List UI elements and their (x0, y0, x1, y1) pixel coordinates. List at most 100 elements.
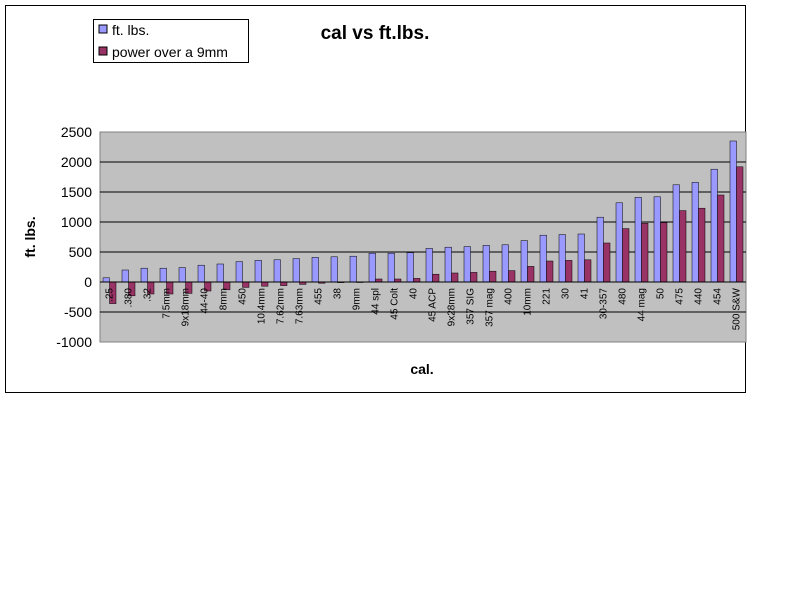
bar-power (280, 281, 288, 286)
category-label: 10.4mm (257, 288, 268, 324)
bar-ft-lbs (577, 233, 585, 283)
x-axis-title: cal. (410, 361, 433, 377)
category-label: 30-357 (599, 288, 610, 320)
y-axis-title: ft. lbs. (22, 216, 38, 257)
y-tick-label: 2500 (61, 124, 92, 140)
category-label: 221 (542, 288, 553, 305)
bar-power (641, 222, 649, 283)
bar-power (413, 278, 421, 283)
category-label: 475 (675, 288, 686, 305)
category-label: 38 (333, 288, 344, 300)
category-label: 41 (580, 288, 591, 300)
legend-label-power: power over a 9mm (112, 44, 228, 60)
bar-ft-lbs (216, 263, 224, 283)
category-label: 9mm (352, 288, 363, 310)
category-label: 9x28mm (447, 288, 458, 326)
bar-ft-lbs (368, 252, 376, 283)
bar-power (261, 281, 269, 287)
category-label: 44 spl (371, 288, 382, 315)
bar-ft-lbs (406, 252, 414, 283)
category-label: .25 (105, 288, 116, 302)
category-label: .32 (143, 288, 154, 302)
bar-power (451, 272, 459, 283)
category-label: 450 (238, 288, 249, 305)
category-label: 454 (713, 288, 724, 305)
bar-ft-lbs (539, 234, 547, 283)
y-tick-label: 0 (84, 274, 92, 290)
y-tick-label: 1000 (61, 214, 92, 230)
legend-label-ft-lbs: ft. lbs. (112, 22, 149, 38)
bars (102, 140, 744, 304)
bar-ft-lbs (520, 240, 528, 283)
bar-power (603, 242, 611, 283)
legend: ft. lbs. power over a 9mm (93, 19, 249, 63)
bar-ft-lbs (292, 258, 300, 283)
category-label: 357 mag (485, 288, 496, 327)
category-label: 9x18mm (181, 288, 192, 326)
bar-power (242, 281, 250, 288)
category-label: 400 (504, 288, 515, 305)
category-label: 30 (561, 288, 572, 300)
category-label: 7.62mm (276, 288, 287, 324)
bar-ft-lbs (691, 182, 699, 283)
category-label: 440 (694, 288, 705, 305)
bar-ft-lbs (729, 140, 737, 283)
y-tick-label: 1500 (61, 184, 92, 200)
plot-area (99, 131, 747, 343)
bar-ft-lbs (273, 259, 281, 283)
y-tick-label: 2000 (61, 154, 92, 170)
bar-ft-lbs (197, 264, 205, 283)
bar-ft-lbs (330, 256, 338, 283)
bar-ft-lbs (425, 248, 433, 283)
category-label: 500 S&W (732, 287, 743, 330)
bar-ft-lbs (482, 245, 490, 283)
bar-ft-lbs (653, 196, 661, 283)
category-label: 357 SIG (466, 288, 477, 325)
bar-power (717, 194, 725, 283)
category-labels: .25 .380 .32 7.5mm 9x18mm 44-40 8mm 450 10.4mm 7.… (105, 287, 743, 330)
category-label: 44-40 (200, 288, 211, 314)
bar-ft-lbs (254, 260, 262, 283)
y-tick-label: 500 (69, 244, 93, 260)
bar-ft-lbs (444, 246, 452, 283)
category-label: 7.5mm (162, 288, 173, 319)
bar-ft-lbs (178, 267, 186, 283)
category-label: 45 Colt (390, 288, 401, 320)
bar-power (622, 228, 630, 283)
category-label: 50 (656, 288, 667, 300)
bar-ft-lbs (102, 277, 110, 283)
bar-ft-lbs (558, 234, 566, 283)
category-label: 10mm (523, 288, 534, 316)
bar-ft-lbs (672, 184, 680, 283)
bar-power (584, 259, 592, 283)
chart-title: cal vs ft.lbs. (321, 23, 430, 44)
category-label: 44 mag (637, 288, 648, 321)
bar-ft-lbs (463, 246, 471, 283)
bar-power (679, 210, 687, 283)
bar-ft-lbs (634, 197, 642, 283)
legend-swatch-ft-lbs (98, 24, 108, 34)
bar-power (660, 222, 668, 283)
y-tick-labels: 2500 2000 1500 1000 500 0 -500 -1000 (56, 124, 92, 350)
bar-ft-lbs (710, 168, 718, 283)
bar-power (736, 166, 744, 283)
legend-box (93, 19, 249, 63)
category-label: 8mm (219, 288, 230, 310)
bar-ft-lbs (501, 244, 509, 283)
bar-power (470, 272, 478, 283)
category-label: 455 (314, 288, 325, 305)
bar-power (432, 273, 440, 283)
bar-power (565, 260, 573, 283)
category-label: 7.63mm (295, 288, 306, 324)
y-tick-label: -1000 (56, 334, 92, 350)
category-label: 45 ACP (428, 288, 439, 322)
y-tick-label: -500 (64, 304, 92, 320)
bar-ft-lbs (235, 261, 243, 283)
bar-power (489, 270, 497, 283)
bar-ft-lbs (349, 255, 357, 283)
bar-ft-lbs (140, 267, 148, 283)
category-label: 40 (409, 288, 420, 300)
bar-ft-lbs (121, 269, 129, 283)
bar-ft-lbs (615, 202, 623, 283)
